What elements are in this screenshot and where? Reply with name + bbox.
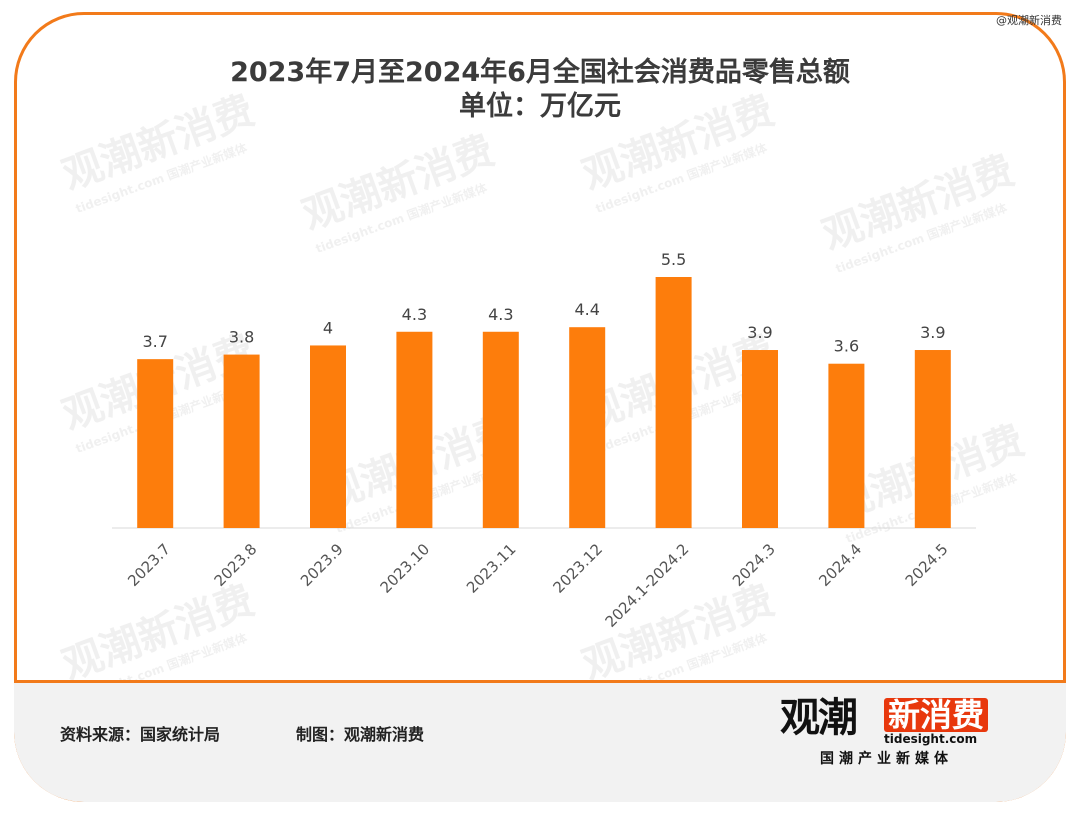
data-label-2023.11: 4.3	[488, 305, 513, 324]
data-label-2023.10: 4.3	[402, 305, 427, 324]
data-label-2024.1-2024.2: 5.5	[661, 250, 686, 269]
data-label-2023.12: 4.4	[574, 300, 599, 319]
x-tick-label-2024.3: 2024.3	[729, 540, 779, 590]
x-tick-label-2023.12: 2023.12	[549, 540, 606, 597]
bar-2024.5	[914, 350, 951, 528]
logo-slogan: 国潮产业新媒体	[820, 751, 953, 767]
logo-boxed: 新消费	[884, 698, 989, 732]
source-text: 资料来源：国家统计局	[60, 725, 221, 744]
logo-main: 观潮	[780, 695, 858, 741]
data-label-2024.3: 3.9	[747, 323, 772, 342]
x-tick-label-2024.1-2024.2: 2024.1-2024.2	[602, 540, 693, 631]
bar-2023.8	[223, 354, 260, 528]
chart-title-block: 2023年7月至2024年6月全国社会消费品零售总额 单位：万亿元	[0, 56, 1080, 124]
corner-credit: @观潮新消费	[996, 14, 1062, 27]
chart-title: 2023年7月至2024年6月全国社会消费品零售总额	[230, 57, 850, 88]
bar-2024.1-2024.2	[655, 277, 692, 528]
x-tick-label-2024.5: 2024.5	[902, 540, 952, 590]
bar-2023.7	[137, 359, 174, 528]
data-label-2023.7: 3.7	[142, 332, 167, 351]
data-label-2024.4: 3.6	[834, 337, 859, 356]
bar-2023.10	[396, 331, 433, 528]
data-label-2023.9: 4	[323, 318, 333, 337]
brand-logo: 观潮 新消费 tidesight.com 国潮产业新媒体	[780, 695, 1010, 767]
made-by-text: 制图：观潮新消费	[296, 725, 425, 744]
logo-domain: tidesight.com	[884, 732, 978, 746]
bar-chart: 3.7 2023.7 3.8 2023.8 4 2023.9 4.3 2023.10 4.3 20…	[112, 250, 976, 631]
x-tick-label-2023.8: 2023.8	[211, 540, 261, 590]
chart-frame	[14, 12, 1066, 802]
bar-2024.3	[742, 350, 778, 528]
bar-2023.11	[482, 331, 519, 528]
data-label-2023.8: 3.8	[229, 328, 254, 347]
x-tick-label-2023.10: 2023.10	[377, 540, 434, 597]
x-tick-label-2023.11: 2023.11	[463, 540, 520, 597]
x-tick-label-2023.9: 2023.9	[297, 540, 347, 590]
chart-subtitle: 单位：万亿元	[459, 91, 621, 122]
bar-2023.12	[569, 327, 606, 528]
x-tick-label-2024.4: 2024.4	[815, 540, 865, 590]
x-tick-label-2023.7: 2023.7	[124, 540, 174, 590]
bar-2024.4	[828, 363, 865, 528]
bar-2023.9	[310, 345, 346, 528]
data-label-2024.5: 3.9	[920, 323, 945, 342]
